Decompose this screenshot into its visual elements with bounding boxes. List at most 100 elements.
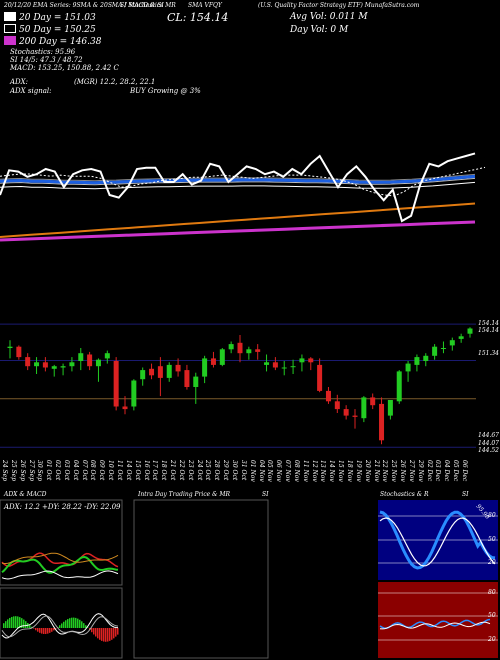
date-label: 14 Oct: [124, 460, 132, 481]
price-line: [0, 152, 476, 223]
date-label: 05 Dec: [452, 460, 460, 482]
candle-body: [281, 367, 287, 369]
ma200-swatch: [4, 36, 16, 45]
candle-body: [87, 354, 93, 367]
date-label: 08 Oct: [89, 460, 97, 481]
si-blue-line: [379, 618, 491, 629]
candle-body: [423, 355, 429, 361]
candle-body: [7, 346, 13, 348]
buy-signal: BUY Growing @ 3%: [130, 87, 201, 95]
macd-histogram-bar: [17, 616, 19, 628]
candle-body: [95, 359, 101, 367]
macd-histogram-bar: [21, 618, 23, 628]
adx-signal-label: ADX signal:: [10, 87, 52, 95]
adx-panel-readout: ADX: 12.2 +DY: 28.22 -DY: 22.09: [4, 503, 121, 511]
macd-histogram-bar: [97, 628, 99, 639]
legend-ma200: 200 Day = 146.38: [4, 36, 101, 47]
candle-body: [34, 362, 40, 367]
candle-body: [42, 362, 48, 368]
candle-body: [343, 409, 349, 416]
macd-line: [1, 613, 119, 639]
date-label: 20 Nov: [363, 460, 371, 482]
date-label: 03 Oct: [62, 460, 70, 481]
price-label-low2: 144.07: [478, 440, 499, 447]
header-line1-stoch: SI Stochastics MR: [120, 2, 176, 9]
ma-dotted-line: [0, 166, 486, 197]
macd-histogram-bar: [33, 628, 35, 629]
macd-histogram-bar: [13, 616, 15, 628]
macd-readout: MACD: 153.25, 150.88, 2.42 C: [10, 64, 119, 72]
candle-body: [157, 366, 163, 378]
macd-histogram-bar: [9, 617, 11, 628]
candle-body: [432, 346, 438, 356]
candle-body: [458, 336, 464, 339]
candle-body: [166, 364, 172, 378]
candle-body: [228, 344, 234, 350]
date-label: 16 Oct: [142, 460, 150, 481]
macd-histogram-bar: [5, 621, 7, 628]
macd-histogram-bar: [83, 623, 85, 628]
macd-histogram-bar: [3, 623, 5, 628]
macd-histogram-bar: [79, 619, 81, 628]
macd-histogram-bar: [65, 620, 67, 628]
date-label: 09 Oct: [98, 460, 106, 481]
date-label: 26 Sep: [18, 460, 26, 482]
macd-histogram-bar: [61, 623, 63, 628]
date-label: 27 Sep: [27, 460, 35, 482]
candle-body: [140, 370, 146, 380]
macd-histogram-bar: [117, 628, 119, 635]
candle-body: [60, 366, 66, 368]
stoch-title: Stochastics & R: [380, 491, 429, 498]
legend-ma50: 50 Day = 150.25: [4, 24, 96, 35]
si-white-line: [379, 621, 491, 630]
date-label: 18 Oct: [160, 460, 168, 481]
candle-body: [414, 357, 420, 365]
date-label: 22 Oct: [177, 460, 185, 481]
candle-body: [370, 397, 376, 406]
price-label-mid: 151.34: [478, 350, 499, 357]
date-label: 03 Dec: [434, 460, 442, 482]
adx-values: (MGR) 12.2, 28.2, 22.1: [74, 78, 156, 86]
date-label: 30 Oct: [231, 460, 238, 481]
intraday-si: SI: [262, 491, 269, 498]
candle-body: [449, 340, 455, 346]
day-volume: Day Vol: 0 M: [290, 25, 349, 35]
date-label: 18 Nov: [346, 460, 353, 482]
date-label: 19 Nov: [354, 460, 362, 482]
ma50-line-c: [0, 173, 476, 182]
ma50-line-a: [0, 181, 476, 190]
macd-histogram-bar: [73, 617, 75, 628]
candle-body: [361, 397, 367, 419]
candle-body: [16, 346, 22, 358]
date-label: 17 Oct: [151, 460, 159, 481]
macd-histogram-bar: [85, 625, 87, 628]
macd-histogram-bar: [15, 616, 17, 628]
adx-plus-di-line: [1, 555, 119, 574]
candle-body: [405, 363, 411, 372]
header-line1-sma: SMA VFQY: [188, 2, 222, 9]
adx-panel-frame: [0, 499, 123, 586]
legend-ma20: 20 Day = 151.03: [4, 12, 96, 23]
ma50-swatch: [4, 24, 16, 33]
stochastics-k-line: [379, 510, 496, 570]
adx-line: [1, 552, 119, 564]
stochastics-d-line: [379, 517, 496, 567]
date-label: 31 Oct: [239, 460, 247, 481]
date-label: 28 Oct: [213, 460, 221, 481]
si-panel-bg: [378, 582, 498, 658]
date-label: 23 Oct: [186, 460, 194, 481]
header-line1-left: 20/12/20 EMA Series: 9SMA & 20SMA / MACD…: [4, 2, 164, 9]
macd-histogram-bar: [39, 628, 41, 633]
macd-histogram-bar: [37, 628, 39, 632]
macd-histogram-bar: [23, 619, 25, 628]
ma200-label: 200 Day = 146.38: [19, 37, 102, 47]
date-label: 11 Oct: [116, 460, 123, 481]
date-label: 27 Nov: [407, 460, 415, 482]
date-label: 04 Dec: [443, 460, 451, 482]
candle-body: [149, 368, 155, 376]
macd-histogram-bar: [67, 619, 69, 628]
macd-histogram-bar: [51, 628, 53, 632]
candle-body: [104, 353, 110, 359]
si-readout: SI 14/5: 47.3 / 48.72: [10, 56, 83, 64]
